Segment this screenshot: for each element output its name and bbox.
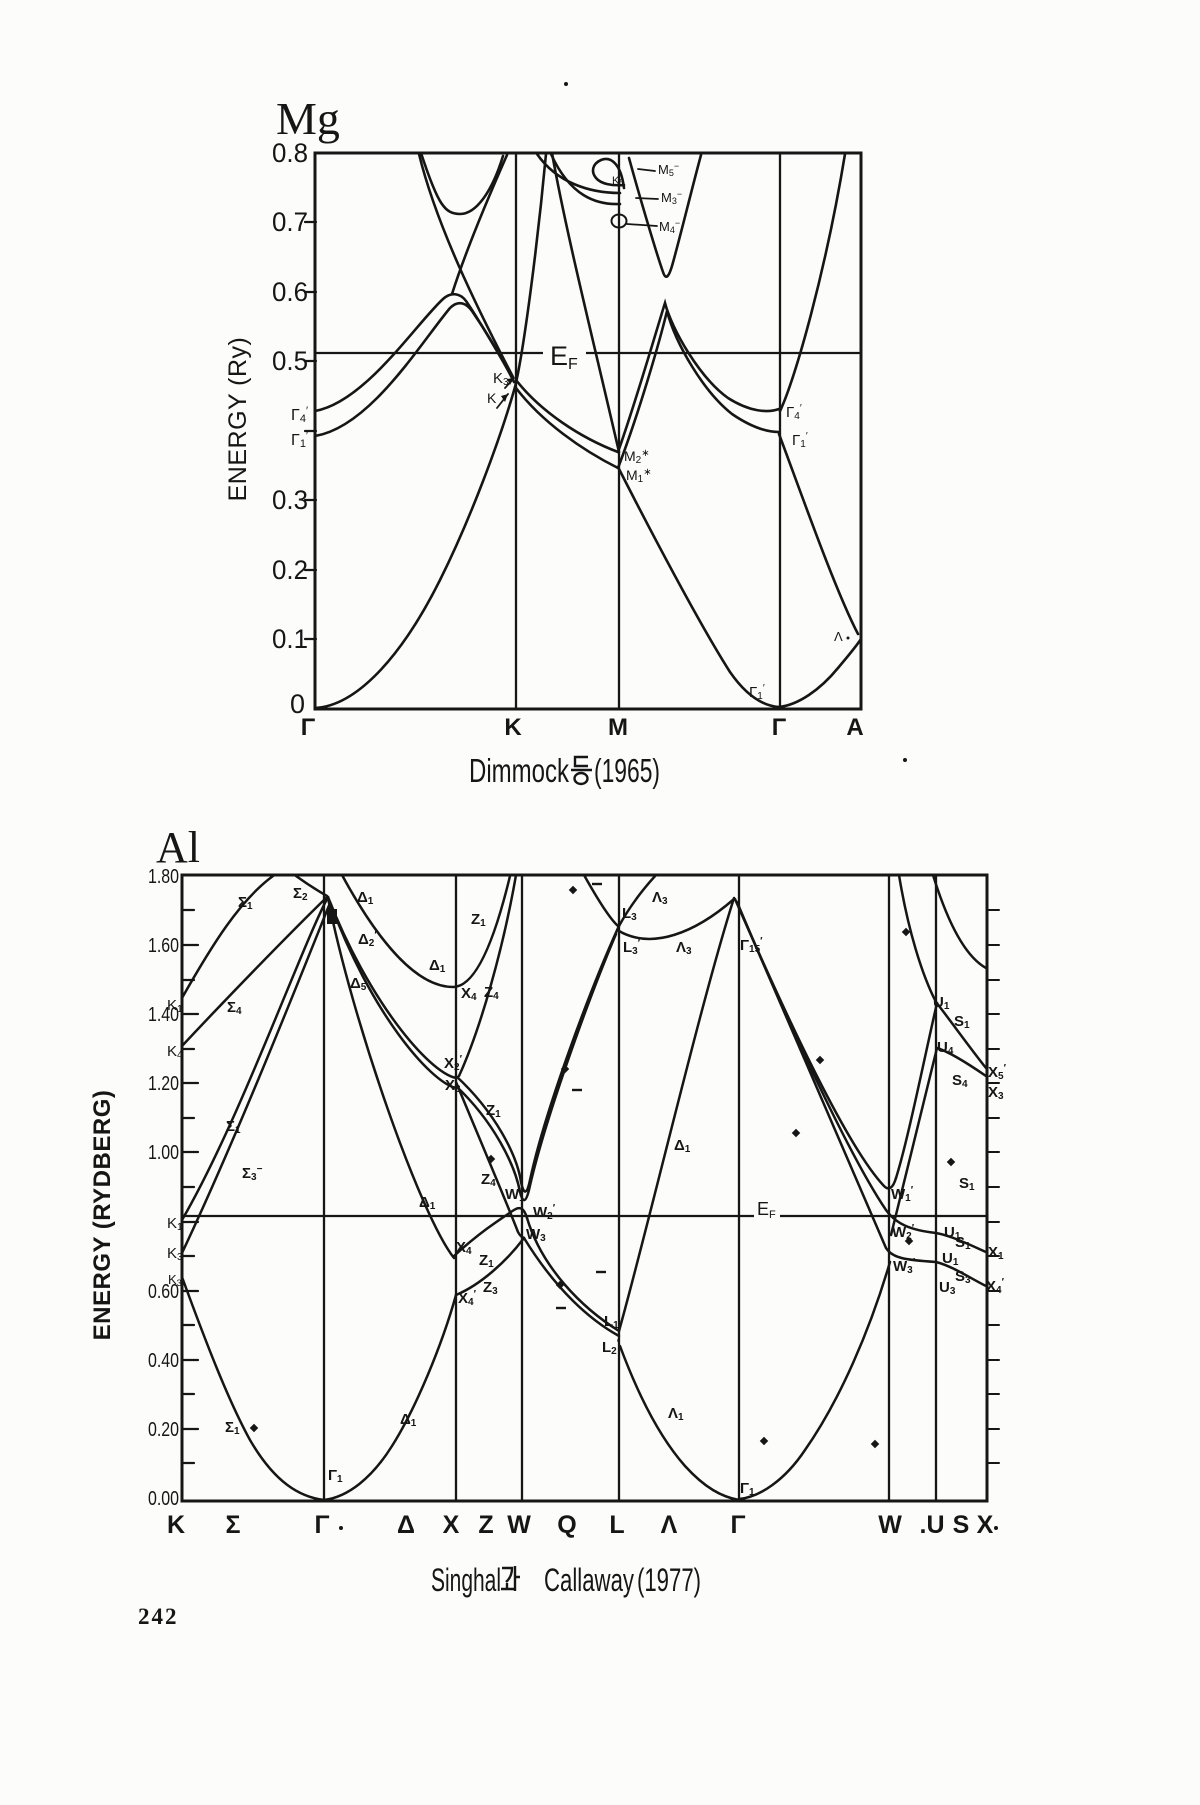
svg-text:M5−: M5− [658,161,679,178]
svg-text:Γ1′: Γ1′ [792,431,808,450]
svg-text:Δ: Δ [397,1511,415,1539]
svg-text:0.7: 0.7 [272,207,308,237]
svg-text:0.20: 0.20 [148,1419,179,1441]
svg-text:Al: Al [156,823,200,872]
svg-text:W1′: W1′ [891,1185,914,1204]
svg-text:ENERGY (RYDBERG): ENERGY (RYDBERG) [89,1090,116,1341]
svg-text:S: S [953,1511,970,1539]
svg-text:(1965): (1965) [594,752,660,789]
svg-text:1.80: 1.80 [148,866,179,888]
svg-text:Mg: Mg [276,93,340,144]
svg-text:M: M [608,714,628,741]
svg-text:242: 242 [138,1604,179,1629]
svg-text:0.40: 0.40 [148,1350,179,1372]
svg-text:ENERGY (Ry): ENERGY (Ry) [224,337,252,502]
svg-text:1.20: 1.20 [148,1073,179,1095]
svg-text:0.1: 0.1 [272,624,308,654]
svg-text:0.8: 0.8 [272,138,308,168]
svg-text:0.60: 0.60 [148,1281,179,1303]
svg-text:W: W [878,1511,902,1539]
svg-text:Z: Z [478,1511,493,1539]
svg-text:Γ: Γ [772,714,787,741]
svg-text:Λ: Λ [834,629,843,644]
svg-text:Γ: Γ [301,714,316,741]
svg-text:(1977): (1977) [637,1562,701,1598]
svg-text:Γ4′: Γ4′ [291,405,308,425]
svg-text:0.2: 0.2 [272,555,308,585]
svg-text:0.3: 0.3 [272,485,308,515]
svg-text:Q: Q [557,1511,576,1539]
svg-text:X: X [977,1511,994,1539]
svg-text:Λ: Λ [661,1511,678,1539]
svg-text:Γ: Γ [314,1511,329,1539]
svg-text:Γ1′: Γ1′ [291,430,308,450]
svg-text:K5: K5 [612,175,624,187]
svg-text:1.00: 1.00 [148,1142,179,1164]
svg-text:K: K [504,714,522,741]
svg-text:L: L [609,1511,624,1539]
svg-text:.U: .U [920,1511,945,1539]
svg-text:M4−: M4− [659,218,680,235]
svg-text:0.00: 0.00 [148,1488,179,1510]
svg-text:K: K [167,1511,185,1539]
svg-text:Γ1′: Γ1′ [749,683,765,702]
svg-text:W: W [507,1511,531,1539]
svg-text:0: 0 [290,689,305,719]
svg-text:A: A [846,714,863,741]
svg-text:1.40: 1.40 [148,1004,179,1026]
svg-text:X: X [443,1511,460,1539]
svg-text:W2′: W2′ [533,1203,556,1222]
svg-text:W3′: W3′ [893,1257,916,1276]
svg-text:Γ: Γ [730,1511,745,1539]
svg-text:Dimmock: Dimmock [469,752,569,789]
svg-text:Callaway: Callaway [544,1562,634,1598]
svg-text:Σ: Σ [225,1511,240,1539]
svg-text:Γ4′: Γ4′ [786,403,802,422]
svg-text:K: K [487,390,497,406]
svg-text:M3−: M3− [661,189,682,206]
svg-text:0.6: 0.6 [272,277,308,307]
svg-text:0.5: 0.5 [272,346,308,376]
svg-text:1.60: 1.60 [148,935,179,957]
svg-text:Singhal: Singhal [431,1562,501,1598]
svg-text:W2′: W2′ [892,1223,915,1242]
